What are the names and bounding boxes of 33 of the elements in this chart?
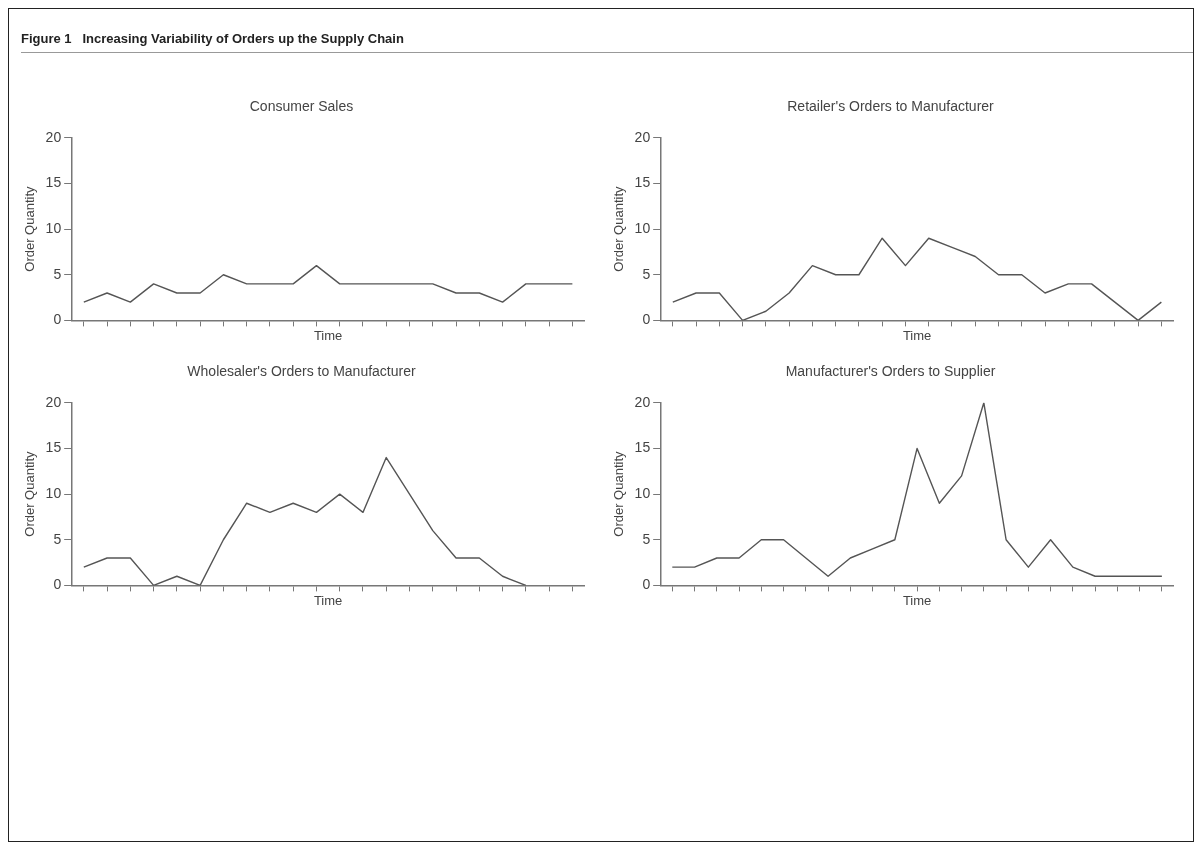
y-tick-label: 20 (45, 393, 62, 410)
y-tick-label: 5 (53, 265, 62, 282)
chart-title: Manufacturer's Orders to Supplier (785, 363, 996, 380)
y-tick-label: 15 (634, 439, 651, 456)
y-tick-label: 20 (45, 128, 62, 145)
y-tick-label: 15 (45, 174, 62, 191)
y-tick-label: 0 (53, 311, 62, 328)
y-tick-label: 10 (45, 484, 62, 501)
chart-title: Consumer Sales (249, 98, 354, 115)
y-tick-label: 0 (642, 311, 651, 328)
y-tick-label: 0 (642, 576, 651, 593)
y-tick-label: 5 (53, 530, 62, 547)
y-axis-title: Order Quantity (22, 185, 38, 272)
y-tick-label: 15 (45, 439, 62, 456)
x-axis-title: Time (313, 592, 343, 608)
y-tick-label: 10 (634, 484, 651, 501)
y-tick-label: 10 (634, 219, 651, 236)
y-axis-title: Order Quantity (611, 450, 627, 537)
y-tick-label: 10 (45, 219, 62, 236)
y-axis-title: Order Quantity (611, 185, 627, 272)
x-axis-title: Time (313, 327, 343, 343)
x-axis-title: Time (902, 592, 932, 608)
y-tick-label: 5 (642, 530, 651, 547)
y-tick-label: 0 (53, 576, 62, 593)
x-axis-title: Time (902, 327, 932, 343)
caption: Figure 1 Increasing Variability of Orders up the Supply Chain (21, 31, 1193, 53)
chart-title: Retailer's Orders to Manufacturer (787, 98, 995, 115)
y-tick-label: 15 (634, 174, 651, 191)
y-tick-label: 5 (642, 265, 651, 282)
y-axis-title: Order Quantity (22, 450, 38, 537)
chart-title: Wholesaler's Orders to Manufacturer (187, 363, 416, 380)
y-tick-label: 20 (634, 393, 651, 410)
y-tick-label: 20 (634, 128, 651, 145)
